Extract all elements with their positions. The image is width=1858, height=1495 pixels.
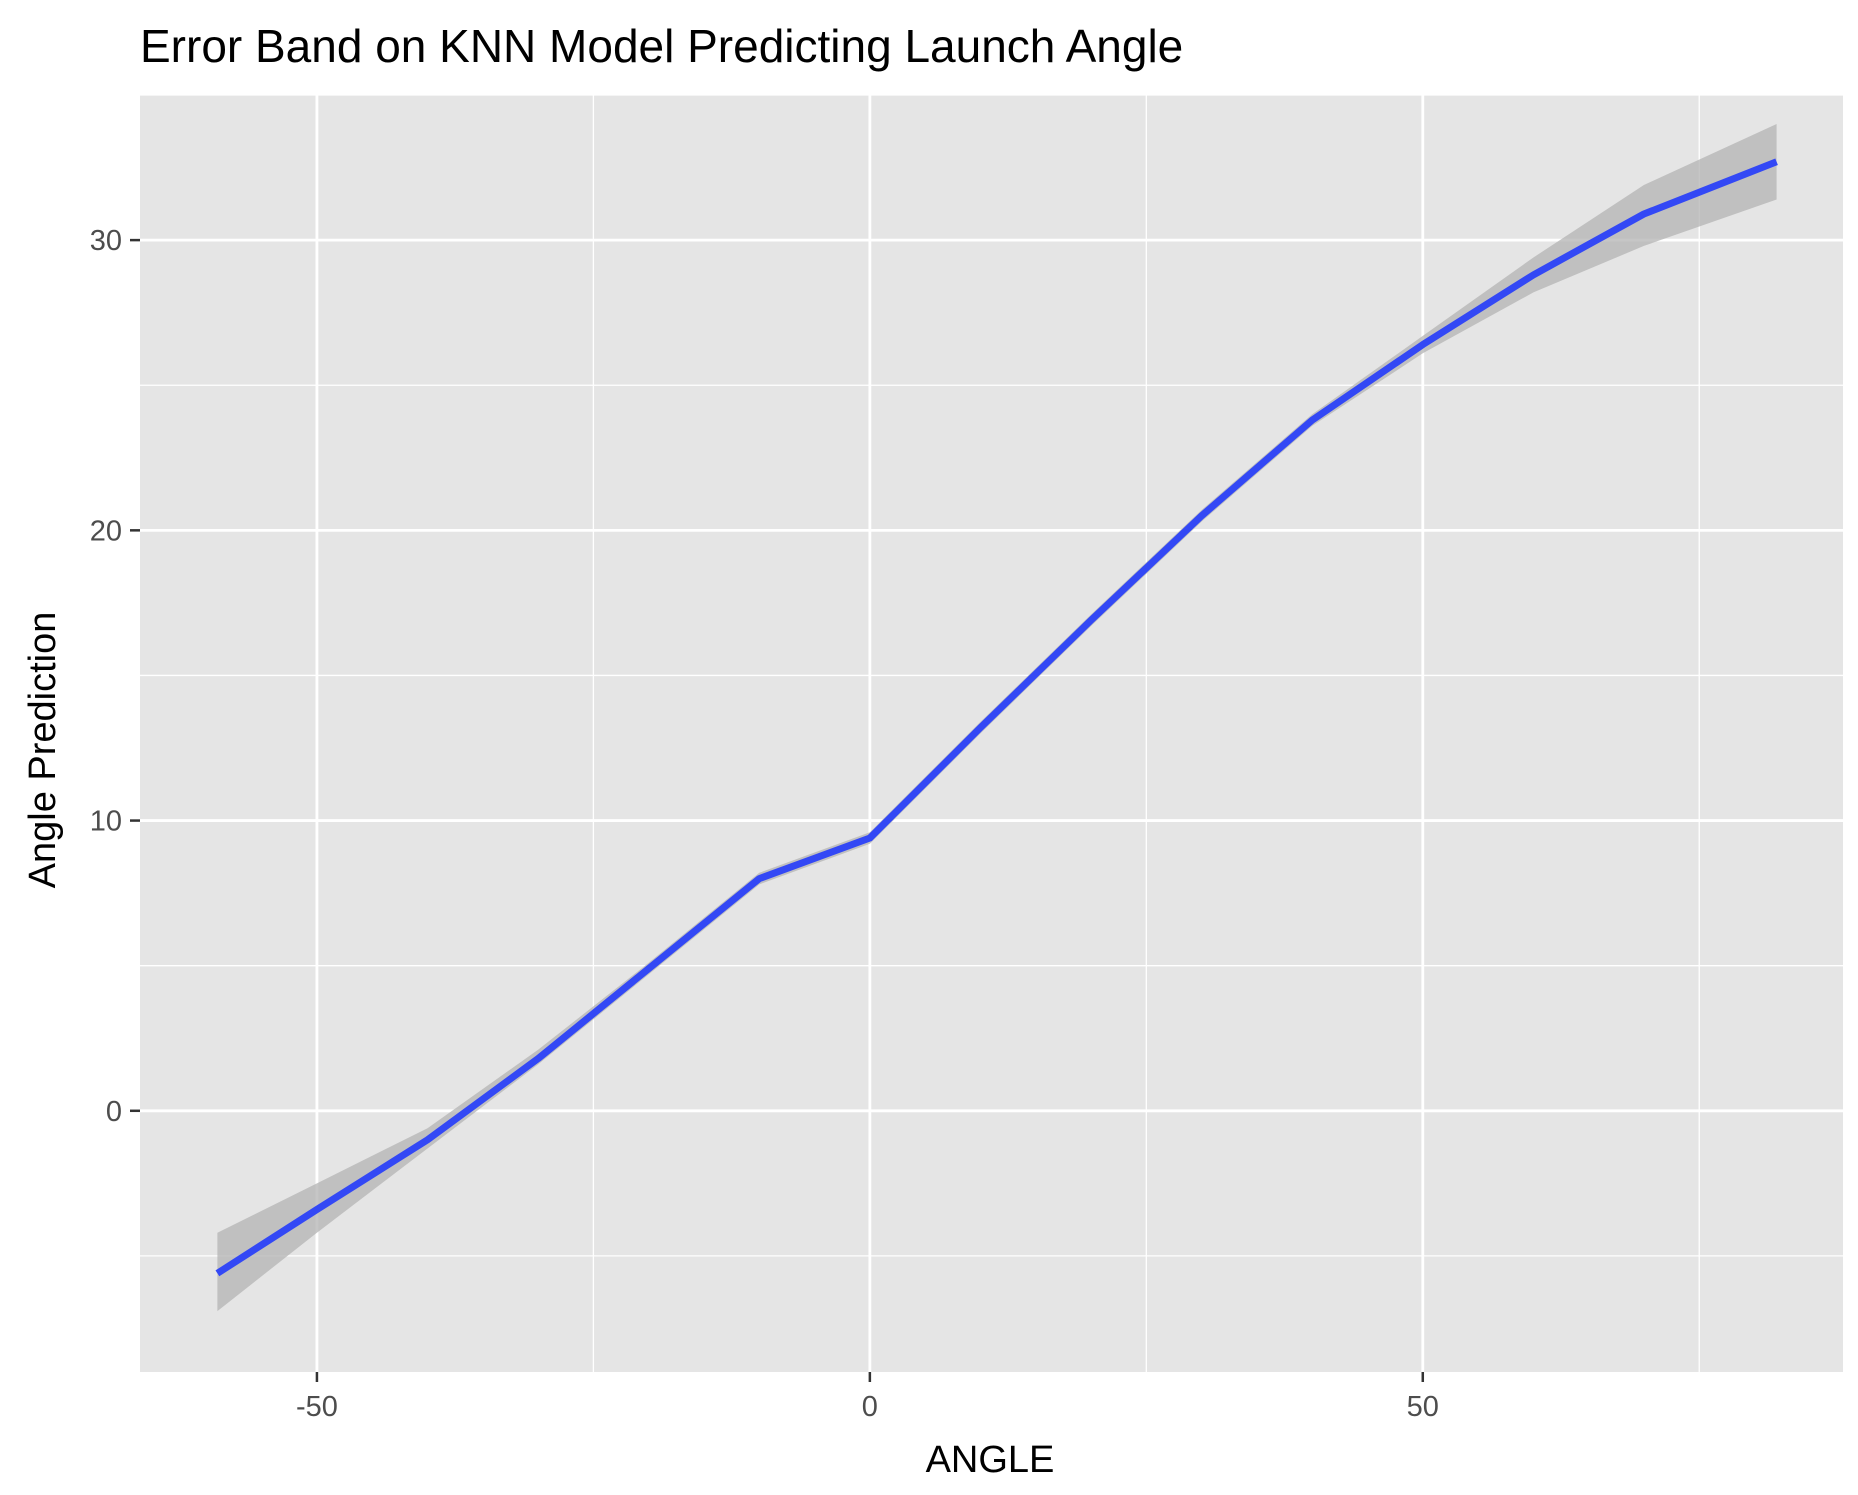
x-tick-label: 0 bbox=[862, 1391, 878, 1423]
y-tick-label: 10 bbox=[90, 806, 122, 838]
minor-gridlines bbox=[39, 94, 1843, 1372]
x-axis-title: ANGLE bbox=[926, 1439, 1055, 1481]
prediction-line bbox=[215, 158, 1778, 1277]
x-tick-label: 50 bbox=[1407, 1391, 1439, 1423]
y-tick-label: 0 bbox=[106, 1096, 122, 1128]
y-axis-title: Angle Prediction bbox=[22, 612, 64, 889]
y-tick-label: 30 bbox=[90, 225, 122, 257]
y-tick-label: 20 bbox=[90, 515, 122, 547]
major-gridlines bbox=[140, 95, 1843, 1372]
chart-title: Error Band on KNN Model Predicting Launc… bbox=[140, 20, 1183, 72]
plot-panel bbox=[140, 95, 1843, 1372]
x-tick-label: -50 bbox=[296, 1391, 338, 1423]
axes: -50 0 50 0 10 20 30 bbox=[90, 225, 1439, 1423]
error-band bbox=[217, 124, 1777, 1312]
